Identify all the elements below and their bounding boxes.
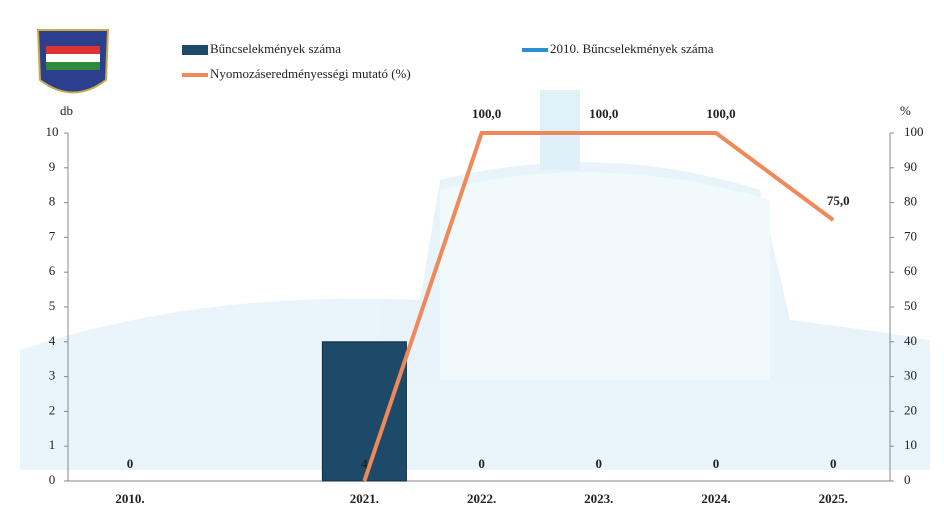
legend-label: Bűncselekmények száma [210,41,341,56]
data-label: 0 [830,456,837,471]
y2-axis-title: % [900,103,911,118]
x-tick-label: 2010. [115,491,144,506]
y-tick-label: 1 [49,437,56,452]
y-tick-label: 9 [49,159,56,174]
data-label: 100,0 [706,106,735,121]
y-tick-label: 5 [49,298,56,313]
y2-tick-label: 70 [904,228,917,243]
y2-tick-label: 80 [904,194,917,209]
data-label: 0 [596,456,603,471]
legend-label: Nyomozáseredményességi mutató (%) [210,66,411,81]
y2-tick-label: 0 [904,472,911,487]
y2-tick-label: 40 [904,333,917,348]
data-label: 0 [127,456,134,471]
data-label: 0 [713,456,720,471]
y2-tick-label: 100 [904,124,924,139]
logo [38,30,108,93]
y-tick-label: 8 [49,194,56,209]
y2-tick-label: 50 [904,298,917,313]
y-tick-label: 6 [49,263,56,278]
x-tick-label: 2022. [467,491,496,506]
y2-tick-label: 10 [904,437,917,452]
y-tick-label: 2 [49,402,56,417]
y2-tick-label: 60 [904,263,917,278]
data-label: 100,0 [589,106,618,121]
x-tick-label: 2021. [350,491,379,506]
y-tick-label: 4 [49,333,56,348]
x-tick-label: 2025. [819,491,848,506]
y2-tick-label: 20 [904,402,917,417]
y2-tick-label: 90 [904,159,917,174]
data-label: 75,0 [827,193,850,208]
x-tick-label: 2023. [584,491,613,506]
x-tick-label: 2024. [701,491,730,506]
y-tick-label: 0 [49,472,56,487]
data-label: 100,0 [472,106,501,121]
y-tick-label: 7 [49,228,56,243]
legend-swatch [182,45,208,55]
y-tick-label: 10 [46,124,59,139]
y2-tick-label: 30 [904,368,917,383]
y-axis-title: db [60,103,73,118]
chart: db % 01234567891001020304050607080901002… [0,0,944,519]
data-label: 0 [478,456,485,471]
y-tick-label: 3 [49,368,56,383]
legend-label: 2010. Bűncselekmények száma [550,41,714,56]
